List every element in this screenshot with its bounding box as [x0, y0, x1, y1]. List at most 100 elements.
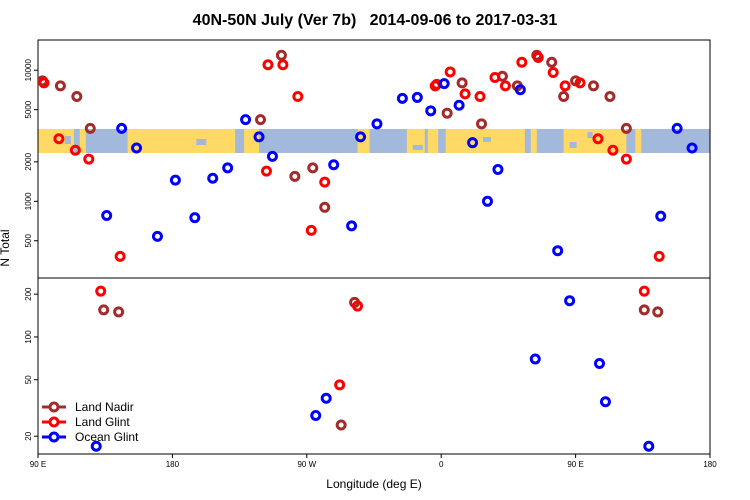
land-nadir-point: [319, 201, 331, 213]
map-land-10: [635, 129, 642, 153]
land-glint-point: [53, 133, 65, 145]
ocean-glint-point: [564, 295, 576, 307]
land-glint-point: [607, 144, 619, 156]
x-tick-label: 90 E: [30, 460, 46, 469]
land-glint-point: [547, 67, 559, 79]
data-points-upper: [38, 49, 745, 262]
map-inlet-1: [196, 139, 207, 145]
land-nadir-point: [456, 77, 468, 89]
land-glint-point: [459, 88, 471, 100]
land-glint-point: [592, 133, 604, 145]
lower-panel-frame: [37, 277, 711, 455]
land-nadir-point: [558, 91, 570, 103]
ocean-glint-point: [411, 91, 423, 103]
x-axis: 90 E 180 90 W 0 90 E 180: [30, 454, 717, 469]
y-lower-tick-label: 100: [24, 330, 33, 344]
land-glint-point: [292, 91, 304, 103]
y-lower-tick-label: 200: [24, 287, 33, 301]
land-nadir-point: [652, 306, 664, 318]
ocean-glint-point: [266, 150, 278, 162]
ocean-glint-point: [453, 99, 465, 111]
ocean-glint-point: [686, 142, 698, 154]
ocean-glint-point: [240, 114, 252, 126]
map-land-2: [127, 129, 236, 153]
land-glint-point: [559, 80, 571, 92]
ocean-glint-point: [599, 396, 611, 408]
land-glint-point: [38, 77, 50, 89]
x-tick-label: 180: [166, 460, 180, 469]
map-inlet-5: [569, 142, 577, 148]
land-glint-point: [277, 59, 289, 71]
land-glint-point: [83, 153, 95, 165]
land-nadir-point: [255, 114, 267, 126]
ocean-glint-point: [371, 118, 383, 130]
ocean-glint-point: [310, 409, 322, 421]
ocean-glint-point: [671, 122, 683, 134]
ocean-glint-point: [492, 163, 504, 175]
map-land-1: [79, 129, 86, 153]
ocean-glint-point: [189, 212, 201, 224]
land-nadir-point: [604, 91, 616, 103]
ocean-glint-point: [222, 162, 234, 174]
ocean-glint-point: [328, 159, 340, 171]
ocean-glint-point: [438, 78, 450, 90]
land-nadir-point: [307, 162, 319, 174]
land-nadir-point: [54, 80, 66, 92]
chart-title: 40N-50N July (Ver 7b) 2014-09-06 to 2017…: [193, 12, 558, 29]
x-tick-label: 180: [703, 460, 717, 469]
ocean-glint-point: [467, 137, 479, 149]
y-upper-tick-label: 1000: [24, 192, 33, 210]
ocean-glint-point: [346, 220, 358, 232]
land-glint-point: [620, 153, 632, 165]
land-glint-point: [516, 56, 528, 68]
legend-label-land-glint: Land Glint: [75, 415, 130, 429]
y-upper-tick-label: 2000: [24, 152, 33, 170]
ocean-glint-point: [320, 392, 332, 404]
y-upper-tick-label: 10000: [24, 59, 33, 82]
map-inlet-4: [483, 137, 492, 142]
ocean-glint-point: [643, 440, 655, 452]
land-glint-point: [444, 66, 456, 78]
land-glint-point: [574, 77, 586, 89]
map-inlet-2: [351, 144, 358, 148]
land-nadir-point: [335, 419, 347, 431]
ocean-glint-point: [101, 209, 113, 221]
land-nadir-point: [588, 80, 600, 92]
land-nadir-point: [638, 304, 650, 316]
ocean-glint-point: [721, 232, 729, 240]
ocean-glint-point: [425, 105, 437, 117]
data-points-lower: [90, 285, 664, 452]
land-glint-point: [653, 250, 665, 262]
ocean-glint-point: [169, 174, 181, 186]
land-glint-point: [69, 144, 81, 156]
y-lower-tick-label: 50: [24, 375, 33, 384]
land-nadir-point: [98, 304, 110, 316]
y-axis-upper: 500 1000 2000 5000 10000: [24, 59, 38, 247]
x-tick-label: 90 W: [297, 460, 316, 469]
land-glint-point: [474, 91, 486, 103]
land-glint-point: [499, 80, 511, 92]
land-nadir-point: [84, 122, 96, 134]
ocean-glint-point: [207, 172, 219, 184]
y-lower-tick-label: 20: [24, 431, 33, 440]
land-glint-point: [305, 224, 317, 236]
ocean-glint-point: [253, 131, 265, 143]
land-glint-point: [260, 165, 272, 177]
land-glint-point: [638, 285, 650, 297]
land-nadir-point: [441, 107, 453, 119]
ocean-glint-point: [737, 176, 745, 184]
land-nadir-point: [113, 306, 125, 318]
legend-label-land-nadir: Land Nadir: [75, 400, 134, 414]
upper-panel-frame: [37, 39, 711, 279]
ocean-glint-point: [151, 230, 163, 242]
land-glint-point: [532, 52, 544, 64]
x-axis-label: Longitude (deg E): [326, 477, 421, 491]
map-land-6: [427, 129, 439, 153]
ocean-glint-point: [514, 84, 526, 96]
ocean-glint-point: [529, 353, 541, 365]
land-glint-point: [334, 379, 346, 391]
land-nadir-point: [71, 91, 83, 103]
ocean-glint-point: [355, 131, 367, 143]
map-inlet-3: [412, 145, 423, 150]
